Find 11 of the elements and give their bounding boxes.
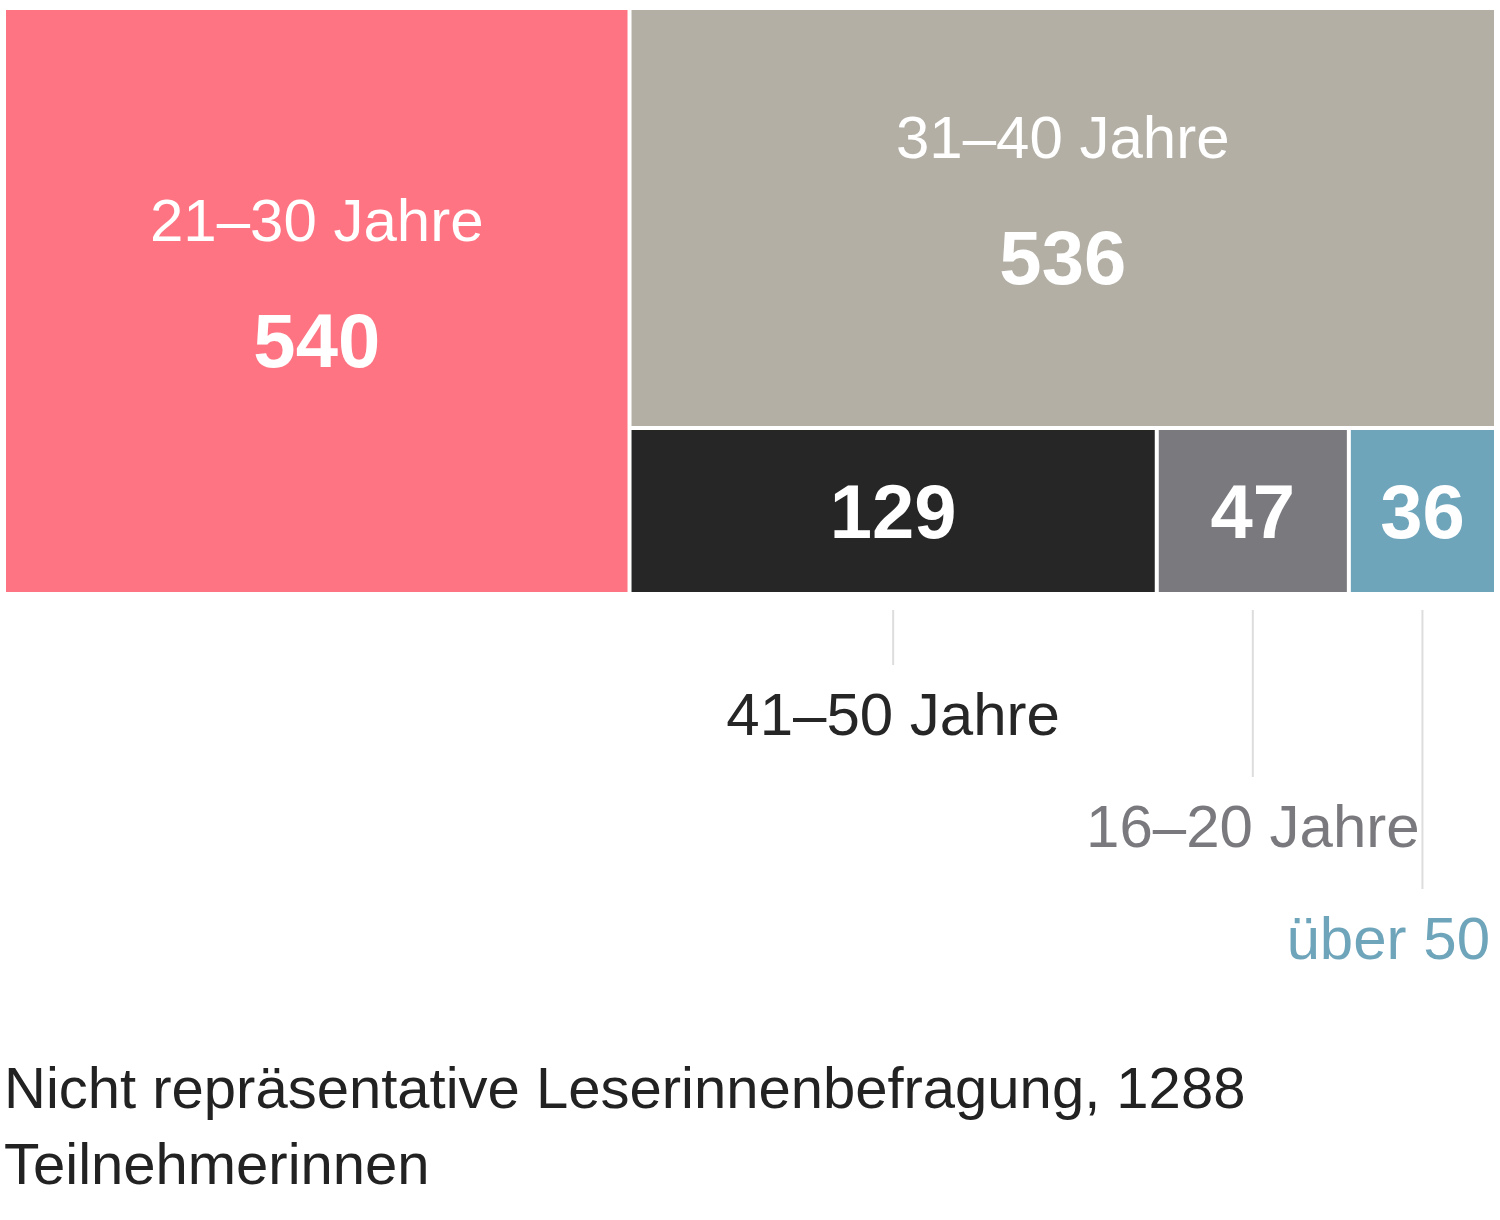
data-label: 536 (999, 214, 1127, 300)
data-label: 540 (253, 298, 381, 383)
category-label: über 50 (1286, 905, 1490, 972)
data-label: 36 (1380, 468, 1465, 554)
data-label: 47 (1210, 468, 1296, 554)
category-label: 21–30 Jahre (149, 187, 484, 254)
category-label: 41–50 Jahre (726, 681, 1060, 748)
data-label: 129 (829, 468, 957, 554)
text: Nicht repräsentative Leserinnenbefragung, 1288 Teilnehmerinnen (4, 1054, 1247, 1198)
category-label: 16–20 Jahre (1086, 793, 1420, 860)
category-label: 31–40 Jahre (895, 103, 1230, 171)
